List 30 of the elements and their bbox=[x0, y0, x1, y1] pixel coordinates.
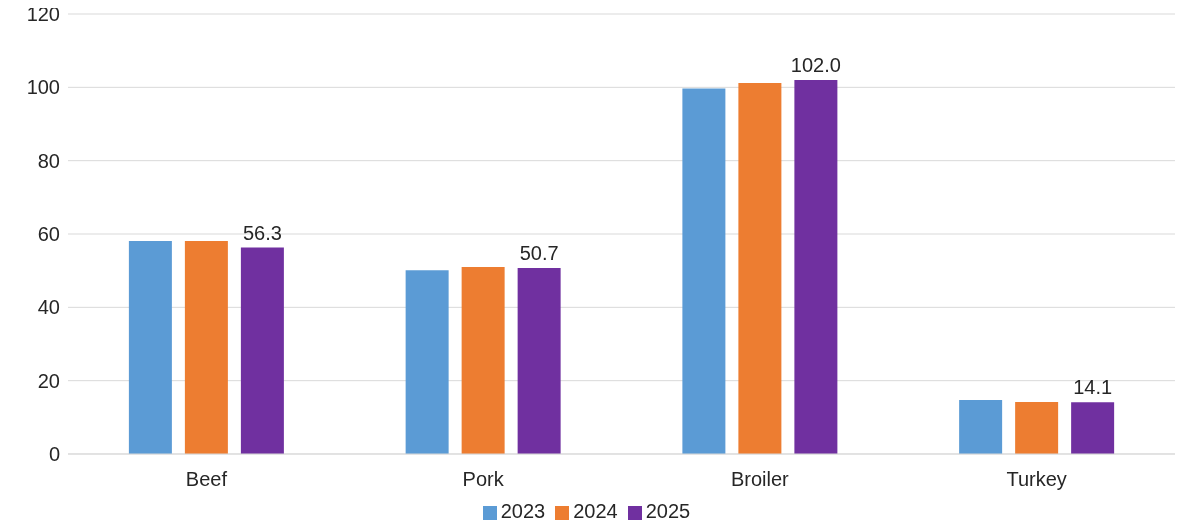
y-tick-label: 20 bbox=[37, 369, 60, 392]
y-tick-label: 60 bbox=[37, 223, 60, 246]
legend-label: 2024 bbox=[573, 500, 618, 522]
bar bbox=[517, 268, 561, 454]
y-tick-label: 120 bbox=[26, 3, 60, 26]
y-tick-label: 80 bbox=[37, 149, 60, 172]
bar bbox=[128, 240, 172, 454]
legend-label: 2025 bbox=[645, 500, 691, 522]
y-tick-label: 0 bbox=[48, 443, 60, 466]
bar bbox=[738, 82, 782, 454]
bar bbox=[1015, 401, 1059, 454]
bar bbox=[184, 240, 228, 454]
bar bbox=[405, 270, 449, 454]
bar bbox=[959, 400, 1003, 454]
bar bbox=[682, 88, 726, 454]
data-label: 14.1 bbox=[1073, 376, 1113, 399]
x-tick-label: Broiler bbox=[730, 468, 790, 491]
x-tick-label: Pork bbox=[462, 468, 505, 491]
y-tick-label: 40 bbox=[37, 296, 60, 319]
data-label: 102.0 bbox=[790, 54, 841, 76]
data-label: 50.7 bbox=[519, 242, 559, 265]
bar bbox=[240, 247, 284, 454]
bar bbox=[1071, 402, 1115, 454]
x-tick-label: Turkey bbox=[1006, 468, 1067, 491]
y-tick-label: 100 bbox=[26, 76, 60, 99]
bar bbox=[461, 267, 505, 454]
legend-label: 2023 bbox=[500, 500, 546, 522]
x-tick-label: Beef bbox=[185, 468, 228, 491]
bar bbox=[794, 80, 838, 454]
data-label: 56.3 bbox=[242, 221, 282, 244]
